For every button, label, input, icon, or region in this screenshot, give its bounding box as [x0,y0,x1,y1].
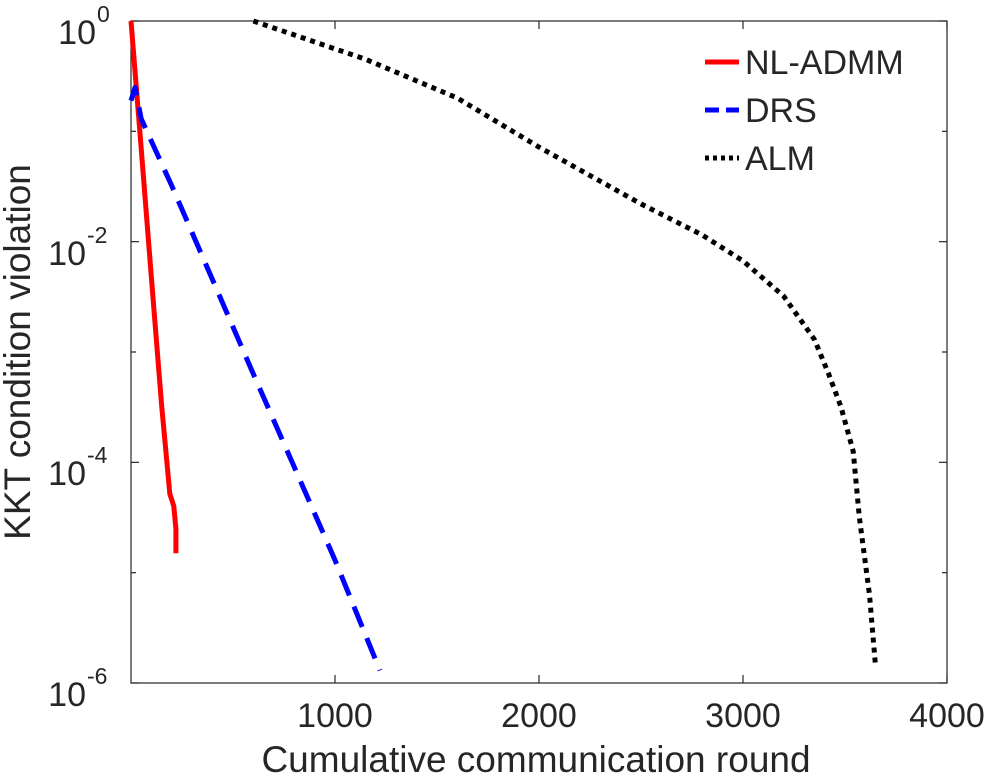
x-tick-label-4000: 4000 [909,697,985,735]
x-tick-label-2000: 2000 [501,697,577,735]
y-tick-marks [131,20,947,684]
y-tick-label-1e-4: 10 [48,455,86,493]
legend: NL-ADMM DRS ALM [705,44,904,178]
y-tick-label-1e0: 10 [58,14,96,52]
legend-label-alm: ALM [745,140,815,178]
x-tick-marks [334,21,948,683]
x-tick-label-1000: 1000 [297,697,373,735]
y-axis-label: KKT condition violation [0,164,38,540]
legend-label-drs: DRS [745,92,817,130]
series-line-nl-admm [128,20,179,554]
y-tick-exp-1e0: 0 [97,1,110,27]
y-tick-label-1e-2: 10 [48,235,86,273]
y-tick-exp-1e-4: -4 [87,442,108,468]
legend-label-nl-admm: NL-ADMM [745,44,904,82]
x-tick-label-3000: 3000 [705,697,781,735]
y-tick-exp-1e-2: -2 [87,222,107,248]
x-axis-label: Cumulative communication round [261,739,810,778]
y-tick-label-1e-6: 10 [48,676,86,714]
series-line-alm [252,18,879,668]
y-tick-exp-1e-6: -6 [87,663,107,689]
series-line-drs [128,84,383,672]
series-layer [128,18,879,672]
plot-area [130,20,948,684]
